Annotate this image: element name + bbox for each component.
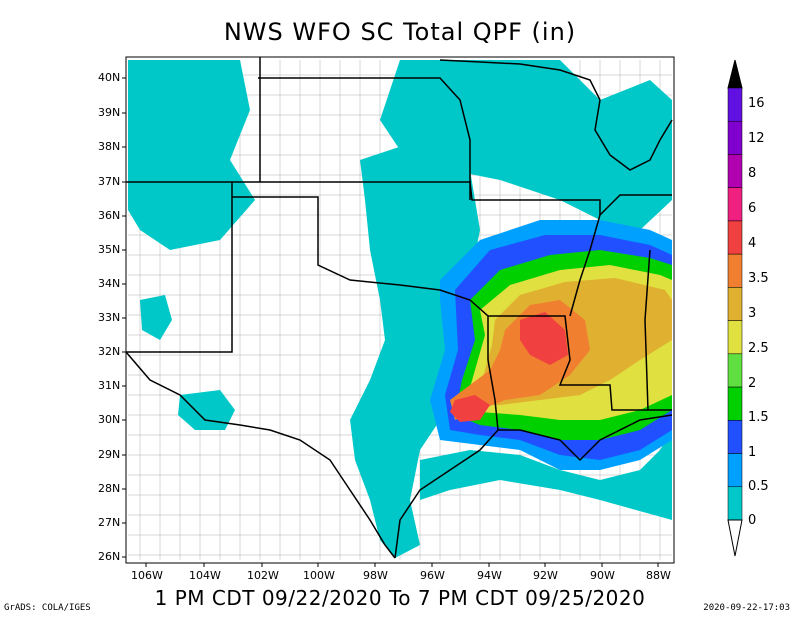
generation-timestamp: 2020-09-22-17:03: [703, 603, 790, 613]
legend-swatch: [727, 453, 743, 488]
lat-label: 28N: [98, 482, 121, 495]
legend-label: 16: [748, 96, 765, 111]
legend-swatch: [727, 187, 743, 222]
legend-label: 2: [748, 376, 757, 391]
lat-label: 39N: [98, 106, 121, 119]
lat-label: 32N: [98, 345, 121, 358]
legend-label: 1.5: [748, 410, 769, 425]
legend-label: 6: [748, 201, 757, 216]
lon-label: 90W: [590, 569, 615, 582]
legend-swatch: [727, 353, 743, 388]
legend-label: 1: [748, 445, 757, 460]
lat-label: 26N: [98, 550, 121, 563]
lat-label: 30N: [98, 413, 121, 426]
legend-swatch: [727, 253, 743, 288]
legend-colorbar: [727, 59, 743, 557]
legend-label: 0.5: [748, 479, 769, 494]
lon-label: 104W: [189, 569, 221, 582]
map-title: NWS WFO SC Total QPF (in): [223, 18, 577, 46]
lat-label: 29N: [98, 448, 121, 461]
legend-label: 0: [748, 513, 757, 528]
lat-label: 33N: [98, 311, 121, 324]
lon-label: 102W: [247, 569, 279, 582]
legend-label: 3.5: [748, 271, 769, 286]
precip-cyan: [128, 60, 672, 558]
legend-swatch: [727, 87, 743, 122]
lat-label: 36N: [98, 209, 121, 222]
legend-swatch: [727, 120, 743, 155]
legend-swatch: [727, 320, 743, 355]
legend-max-arrow: [727, 59, 743, 89]
lat-label: 35N: [98, 243, 121, 256]
lat-label: 40N: [98, 71, 121, 84]
lon-ticks: [145, 563, 659, 567]
legend-swatch: [727, 287, 743, 321]
lon-label: 88W: [646, 569, 671, 582]
legend-label: 4: [748, 236, 757, 251]
lat-label: 31N: [98, 379, 121, 392]
lon-label: 106W: [131, 569, 163, 582]
legend-swatch: [727, 220, 743, 255]
precip-red: [450, 312, 568, 422]
lon-label: 100W: [303, 569, 335, 582]
legend-label: 8: [748, 166, 757, 181]
lon-label: 92W: [533, 569, 558, 582]
legend-swatch: [727, 386, 743, 421]
legend-swatch: [727, 420, 743, 454]
legend-label: 12: [748, 131, 765, 146]
legend-label: 2.5: [748, 341, 769, 356]
lon-label: 94W: [477, 569, 502, 582]
lat-label: 27N: [98, 516, 121, 529]
lat-label: 37N: [98, 175, 121, 188]
legend-swatch: [727, 486, 743, 521]
lon-label: 96W: [420, 569, 445, 582]
legend-min-arrow: [727, 519, 743, 557]
lon-label: 98W: [363, 569, 388, 582]
lat-ticks: [122, 77, 126, 558]
state-borders: [125, 57, 673, 559]
lat-label: 38N: [98, 140, 121, 153]
valid-period: 1 PM CDT 09/22/2020 To 7 PM CDT 09/25/20…: [154, 586, 646, 610]
legend-label: 3: [748, 306, 757, 321]
legend-swatch: [727, 154, 743, 188]
lat-label: 34N: [98, 277, 121, 290]
grads-credit: GrADS: COLA/IGES: [4, 603, 91, 613]
